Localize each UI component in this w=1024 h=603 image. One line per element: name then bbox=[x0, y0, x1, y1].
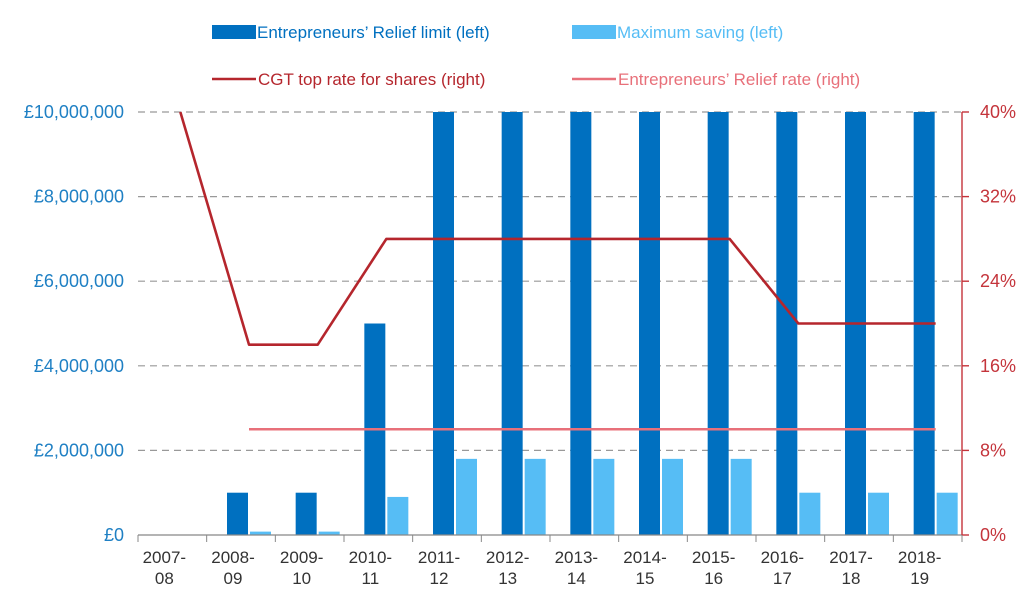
x-tick-label: 2012-13 bbox=[486, 548, 529, 588]
bar-relief-limit bbox=[433, 112, 454, 535]
bar-maximum-saving bbox=[250, 531, 271, 535]
left-tick-label: £6,000,000 bbox=[34, 271, 124, 291]
legend-swatch-bar bbox=[572, 25, 616, 39]
right-tick-label: 8% bbox=[980, 440, 1006, 460]
legend-label: CGT top rate for shares (right) bbox=[258, 70, 485, 89]
gridlines bbox=[138, 111, 962, 451]
bar-maximum-saving bbox=[593, 458, 615, 535]
bar-relief-limit bbox=[570, 112, 592, 535]
bar-maximum-saving bbox=[456, 458, 477, 535]
bar-maximum-saving bbox=[387, 496, 409, 535]
left-tick-label: £10,000,000 bbox=[24, 102, 124, 122]
x-tick-label: 2018-19 bbox=[898, 548, 941, 588]
bar-relief-limit bbox=[639, 112, 660, 535]
legend-label: Entrepreneurs’ Relief limit (left) bbox=[257, 23, 490, 42]
bar-relief-limit bbox=[295, 492, 317, 535]
right-tick-label: 0% bbox=[980, 525, 1006, 545]
left-tick-label: £4,000,000 bbox=[34, 356, 124, 376]
x-tick-label: 2008-09 bbox=[211, 548, 254, 588]
axes bbox=[137, 111, 969, 542]
left-tick-label: £8,000,000 bbox=[34, 187, 124, 207]
x-tick-label: 2013-14 bbox=[555, 548, 598, 588]
x-tick-label: 2010-11 bbox=[349, 548, 392, 588]
x-tick-label: 2009-10 bbox=[280, 548, 323, 588]
legend-label: Entrepreneurs’ Relief rate (right) bbox=[618, 70, 860, 89]
bar-maximum-saving bbox=[936, 492, 958, 535]
bar-maximum-saving bbox=[524, 458, 546, 535]
x-tick-label: 2016-17 bbox=[761, 548, 804, 588]
chart-legend: Entrepreneurs’ Relief limit (left) Maximu… bbox=[212, 23, 860, 89]
left-tick-label: £0 bbox=[104, 525, 124, 545]
bar-maximum-saving bbox=[730, 458, 752, 535]
bar-maximum-saving bbox=[868, 492, 889, 535]
line-series-group bbox=[179, 111, 936, 431]
legend-label: Maximum saving (left) bbox=[617, 23, 783, 42]
bar-relief-limit bbox=[707, 112, 729, 535]
x-axis-ticks: 2007-08 2008-09 2009-10 2010-11 2011-12 2012-… bbox=[143, 548, 942, 588]
left-tick-label: £2,000,000 bbox=[34, 440, 124, 460]
bar-relief-limit bbox=[227, 492, 248, 535]
right-tick-label: 24% bbox=[980, 271, 1016, 291]
x-tick-label: 2017-18 bbox=[829, 548, 872, 588]
bar-maximum-saving bbox=[318, 531, 340, 535]
right-axis-ticks: 0% 8% 16% 24% 32% 40% bbox=[980, 102, 1016, 545]
bar-maximum-saving bbox=[662, 458, 683, 535]
x-tick-label: 2011-12 bbox=[418, 548, 460, 588]
right-tick-label: 40% bbox=[980, 102, 1016, 122]
bar-maximum-saving bbox=[799, 492, 821, 535]
x-tick-label: 2015-16 bbox=[692, 548, 735, 588]
bar-relief-limit bbox=[501, 112, 523, 535]
x-tick-label: 2007-08 bbox=[143, 548, 186, 588]
left-axis-ticks: £0 £2,000,000 £4,000,000 £6,000,000 £8,000,0… bbox=[24, 102, 124, 545]
x-tick-label: 2014-15 bbox=[623, 548, 666, 588]
line-cgt-top-rate bbox=[179, 111, 936, 346]
right-tick-label: 32% bbox=[980, 187, 1016, 207]
right-tick-label: 16% bbox=[980, 356, 1016, 376]
bar-relief-limit bbox=[776, 112, 798, 535]
legend-swatch-bar bbox=[212, 25, 256, 39]
